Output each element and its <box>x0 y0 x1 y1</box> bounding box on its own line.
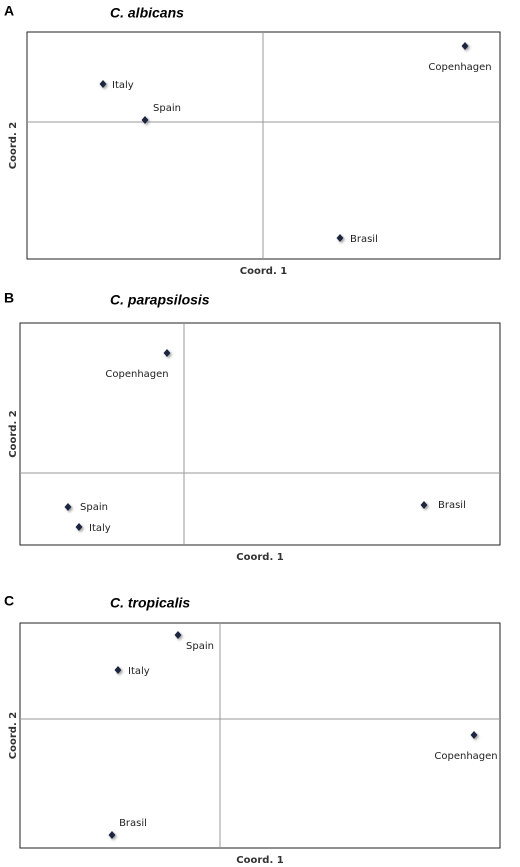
point-label: Copenhagen <box>434 751 497 762</box>
point <box>461 42 469 50</box>
point <box>114 666 122 674</box>
panel-letter: B <box>4 290 14 306</box>
chart-title: C. albicans <box>110 5 184 21</box>
plot-frame <box>19 622 501 849</box>
point <box>75 523 83 531</box>
point <box>108 831 116 839</box>
point-label: Spain <box>186 641 214 652</box>
x-axis-label: Coord. 1 <box>236 855 283 866</box>
y-axis-label: Coord. 2 <box>8 410 19 457</box>
point-label: Copenhagen <box>105 369 168 380</box>
panel-letter: C <box>4 593 14 609</box>
panel-letter: A <box>4 3 14 19</box>
point-label: Italy <box>89 523 111 534</box>
chart-title: C. parapsilosis <box>110 292 210 308</box>
point <box>174 631 182 639</box>
point <box>336 234 344 242</box>
point <box>64 503 72 511</box>
point-label: Italy <box>112 80 134 91</box>
y-axis-label: Coord. 2 <box>8 122 19 169</box>
point-label: Brasil <box>438 500 466 511</box>
x-axis-label: Coord. 1 <box>236 552 283 563</box>
plot-frame <box>19 322 501 546</box>
point-label: Brasil <box>350 234 378 245</box>
chart-title: C. tropicalis <box>110 595 190 611</box>
point <box>141 116 149 124</box>
point <box>99 80 107 88</box>
y-axis-label: Coord. 2 <box>8 712 19 759</box>
point-label: Spain <box>80 502 108 513</box>
point-label: Brasil <box>119 818 147 829</box>
x-axis-label: Coord. 1 <box>240 266 287 277</box>
point-label: Copenhagen <box>428 62 491 73</box>
point <box>470 731 478 739</box>
point <box>163 349 171 357</box>
point-label: Italy <box>128 666 150 677</box>
point-label: Spain <box>153 103 181 114</box>
point <box>420 501 428 509</box>
